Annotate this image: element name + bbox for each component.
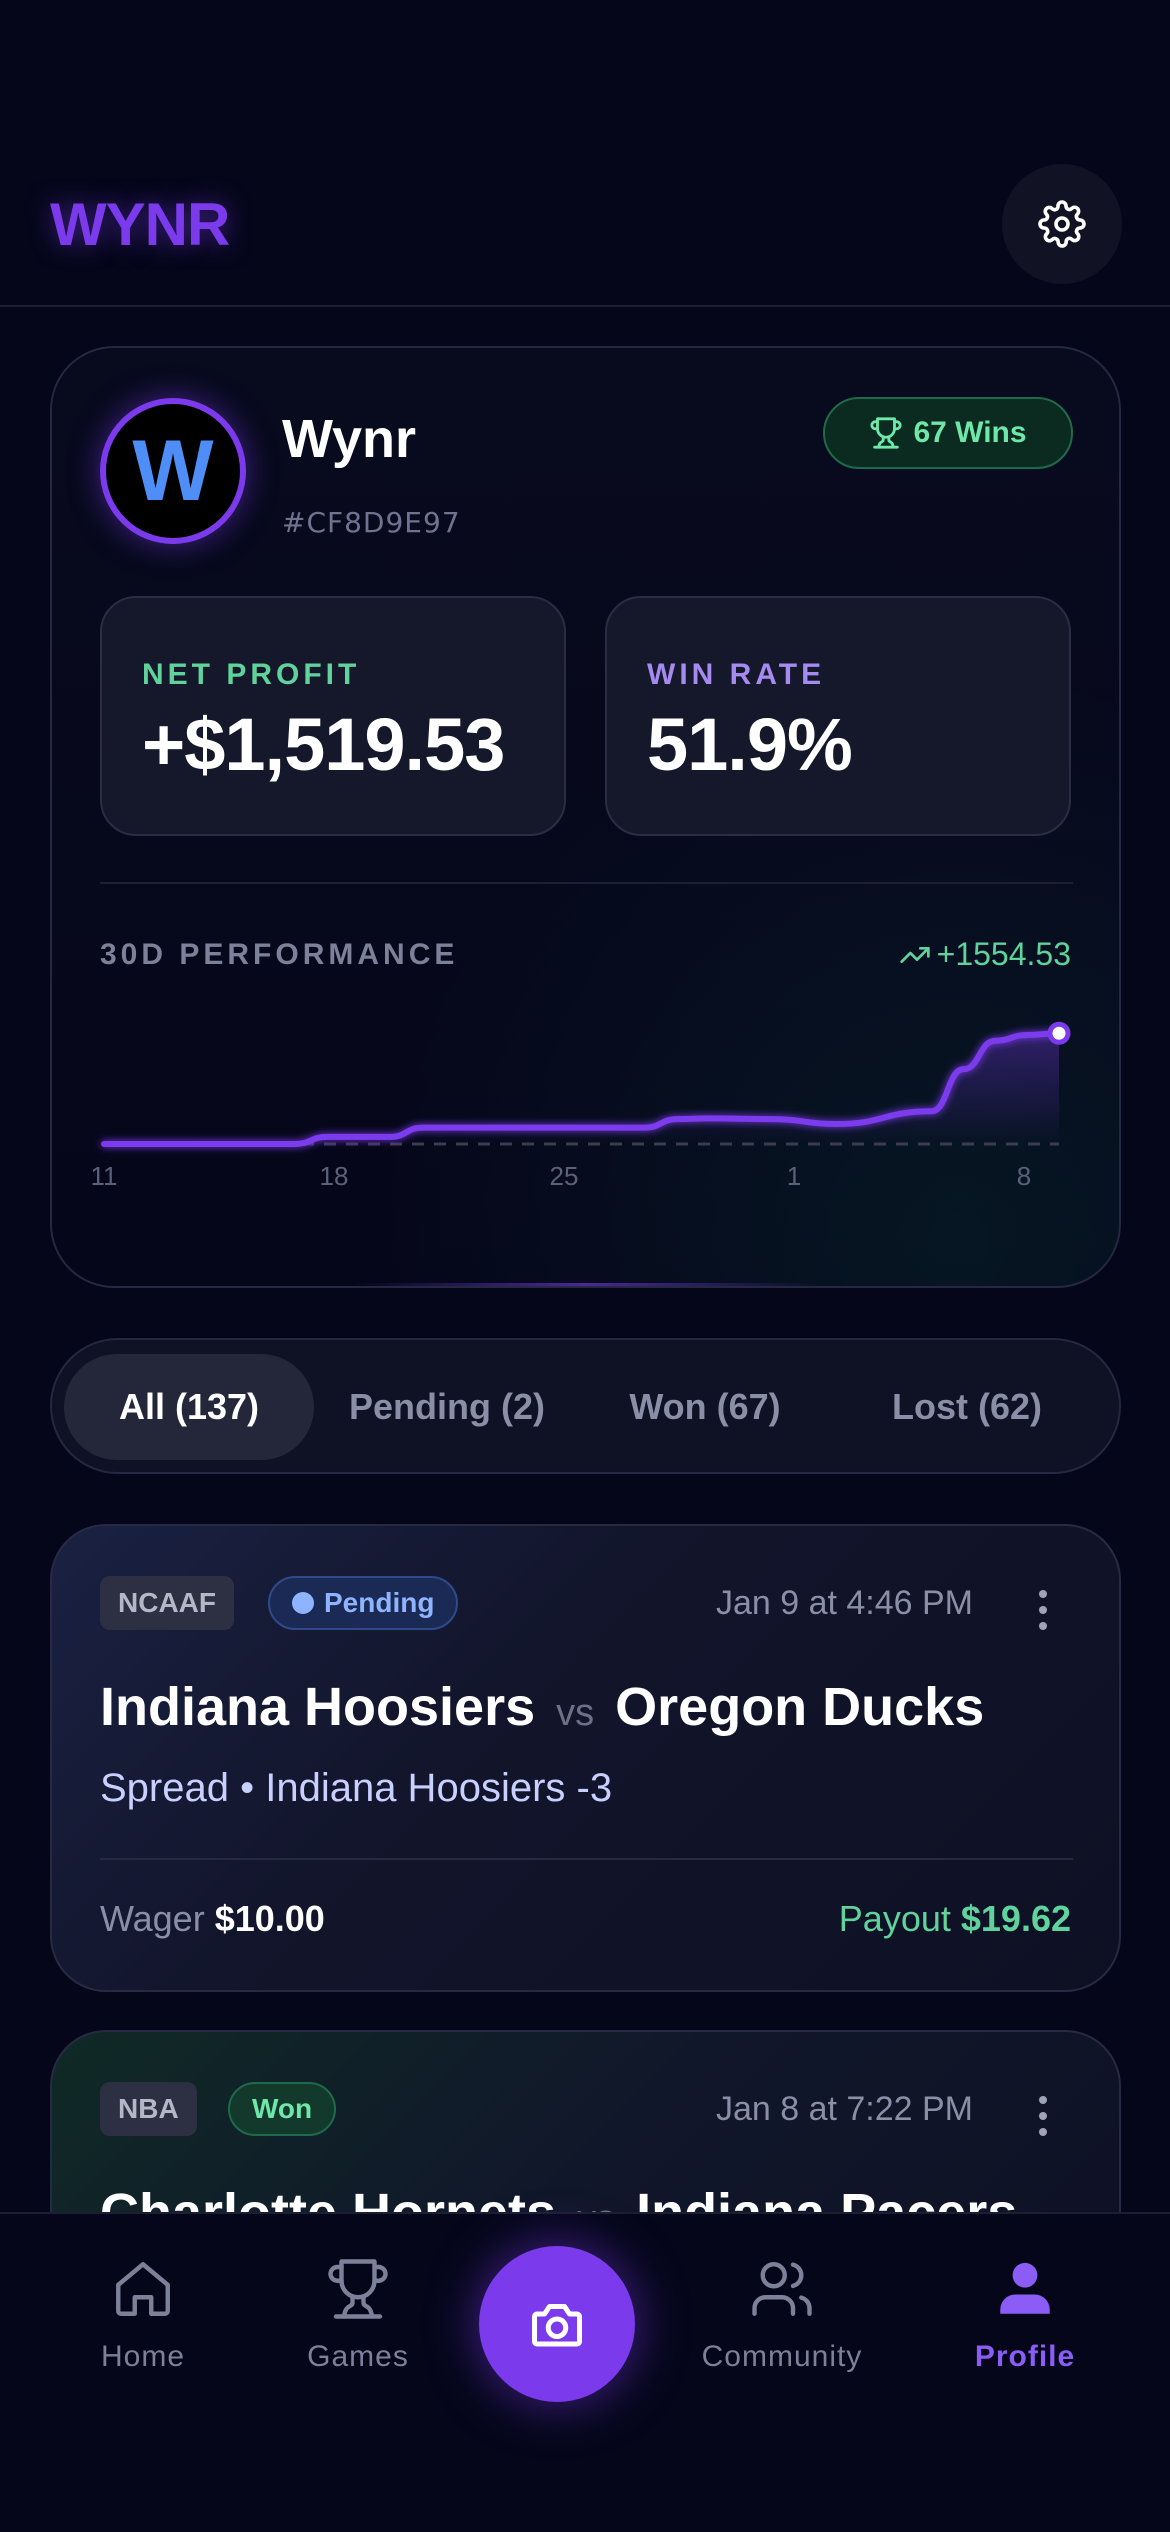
chart-point: [103, 1143, 105, 1145]
gear-icon: [1038, 200, 1086, 248]
status-label: Won: [252, 2093, 313, 2124]
avatar[interactable]: W: [100, 398, 246, 544]
home-icon: [116, 2262, 170, 2316]
nav-profile[interactable]: Profile: [925, 2256, 1125, 2374]
wager-value: $10.00: [214, 1898, 325, 1939]
chart-area: [104, 1033, 1059, 1144]
more-vertical-icon[interactable]: [1037, 1588, 1049, 1632]
app-logo: WYNR: [50, 191, 230, 258]
chart-x-tick-label: 1: [787, 1161, 801, 1188]
payout-label: Payout: [838, 1898, 951, 1939]
net-profit-card: NET PROFIT +$1,519.53: [100, 596, 566, 836]
performance-label: 30D PERFORMANCE: [100, 938, 459, 971]
performance-delta: +1554.53: [899, 936, 1071, 973]
bet-date: Jan 9 at 4:46 PM: [715, 1584, 973, 1622]
camera-icon: [532, 2304, 582, 2347]
nav-community[interactable]: Community: [682, 2256, 882, 2374]
chart-point: [835, 1123, 837, 1125]
bet-card[interactable]: NCAAF Pending Jan 9 at 4:46 PM Indiana H…: [50, 1524, 1121, 1992]
chart-x-tick-label: 8: [1017, 1161, 1031, 1188]
trending-up-icon: [899, 946, 930, 963]
chart-point: [676, 1118, 678, 1120]
tab-pending[interactable]: Pending (2): [349, 1386, 545, 1427]
chart-point: [644, 1127, 646, 1129]
net-profit-value: +$1,519.53: [142, 703, 505, 786]
nav-games-label: Games: [307, 2340, 409, 2373]
status-label: Pending: [324, 1587, 435, 1618]
nav-games[interactable]: Games: [258, 2256, 458, 2374]
matchup: Indiana Hoosiers vs Oregon Ducks: [100, 1676, 984, 1738]
chart-point: [517, 1127, 519, 1129]
win-rate-label: WIN RATE: [647, 658, 826, 691]
chart-point: [1026, 1034, 1028, 1036]
nav-home[interactable]: Home: [43, 2256, 243, 2374]
status-badge: Pending: [268, 1576, 459, 1630]
chart-point: [994, 1040, 996, 1042]
chart-point: [390, 1136, 391, 1138]
trophy-icon: [328, 2259, 388, 2319]
user-icon: [1000, 2262, 1050, 2314]
filter-tabs: All (137) Pending (2) Won (67) Lost (62): [50, 1338, 1121, 1474]
chart-x-tick-label: 25: [550, 1161, 579, 1188]
chart-point: [326, 1136, 328, 1138]
bet-date: Jan 8 at 7:22 PM: [715, 2090, 973, 2128]
payout-value: $19.62: [960, 1898, 1071, 1939]
win-rate-value: 51.9%: [647, 703, 853, 786]
team-home: Indiana Hoosiers: [100, 1677, 536, 1737]
bet-divider: [100, 1858, 1073, 1860]
avatar-letter-graphic: W: [132, 423, 214, 519]
wager: Wager $10.00: [100, 1898, 325, 1940]
chart-x-tick-label: 18: [320, 1161, 349, 1188]
more-vertical-icon[interactable]: [1037, 2094, 1049, 2138]
team-away: Oregon Ducks: [615, 1677, 985, 1737]
nav-profile-label: Profile: [974, 2340, 1076, 2373]
payout: Payout $19.62: [839, 1898, 1071, 1940]
wager-label: Wager: [100, 1898, 205, 1939]
pending-dot-icon: [292, 1592, 314, 1614]
chart-point: [199, 1143, 200, 1145]
card-divider: [100, 882, 1073, 884]
profile-card: W Wynr #CF8D9E97 67 Wins NET PROFIT +$1,…: [50, 346, 1121, 1288]
net-profit-label: NET PROFIT: [142, 658, 361, 691]
performance-chart: 11 18 25 1 8: [91, 1021, 1071, 1188]
league-badge: NCAAF: [100, 1576, 234, 1630]
settings-button[interactable]: [1002, 164, 1122, 284]
trophy-icon: [870, 417, 902, 449]
chart-point: [772, 1118, 773, 1120]
users-icon: [752, 2262, 812, 2316]
bet-detail: Spread • Indiana Hoosiers -3: [100, 1766, 613, 1810]
chart-point: [963, 1068, 964, 1070]
wins-badge: 67 Wins: [823, 397, 1073, 469]
bottom-nav: Home Games: [0, 2212, 1170, 2532]
chart-point: [931, 1110, 933, 1112]
performance-delta-value: +1554.53: [936, 936, 1071, 972]
chart-point: [421, 1127, 423, 1129]
chart-endpoint-marker: [1047, 1021, 1071, 1045]
tab-won[interactable]: Won (67): [629, 1386, 781, 1427]
league-badge: NBA: [100, 2082, 197, 2136]
profile-name: Wynr: [282, 409, 417, 469]
chart-x-tick-label: 11: [91, 1161, 118, 1188]
wins-badge-label: 67 Wins: [913, 416, 1027, 449]
header: WYNR: [0, 0, 1170, 307]
avatar-letter: W: [132, 423, 214, 519]
nav-community-label: Community: [701, 2340, 863, 2373]
vs-label: vs: [556, 1692, 595, 1734]
nav-home-label: Home: [100, 2340, 186, 2373]
camera-button[interactable]: [479, 2246, 635, 2402]
status-badge: Won: [228, 2082, 337, 2136]
profile-code: #CF8D9E97: [282, 506, 461, 539]
card-glow: [352, 1283, 819, 1286]
win-rate-card: WIN RATE 51.9%: [605, 596, 1071, 836]
chart-point: [294, 1143, 296, 1145]
tab-lost[interactable]: Lost (62): [891, 1386, 1042, 1427]
chart-point: [708, 1117, 710, 1119]
tab-all[interactable]: All (137): [64, 1354, 314, 1460]
